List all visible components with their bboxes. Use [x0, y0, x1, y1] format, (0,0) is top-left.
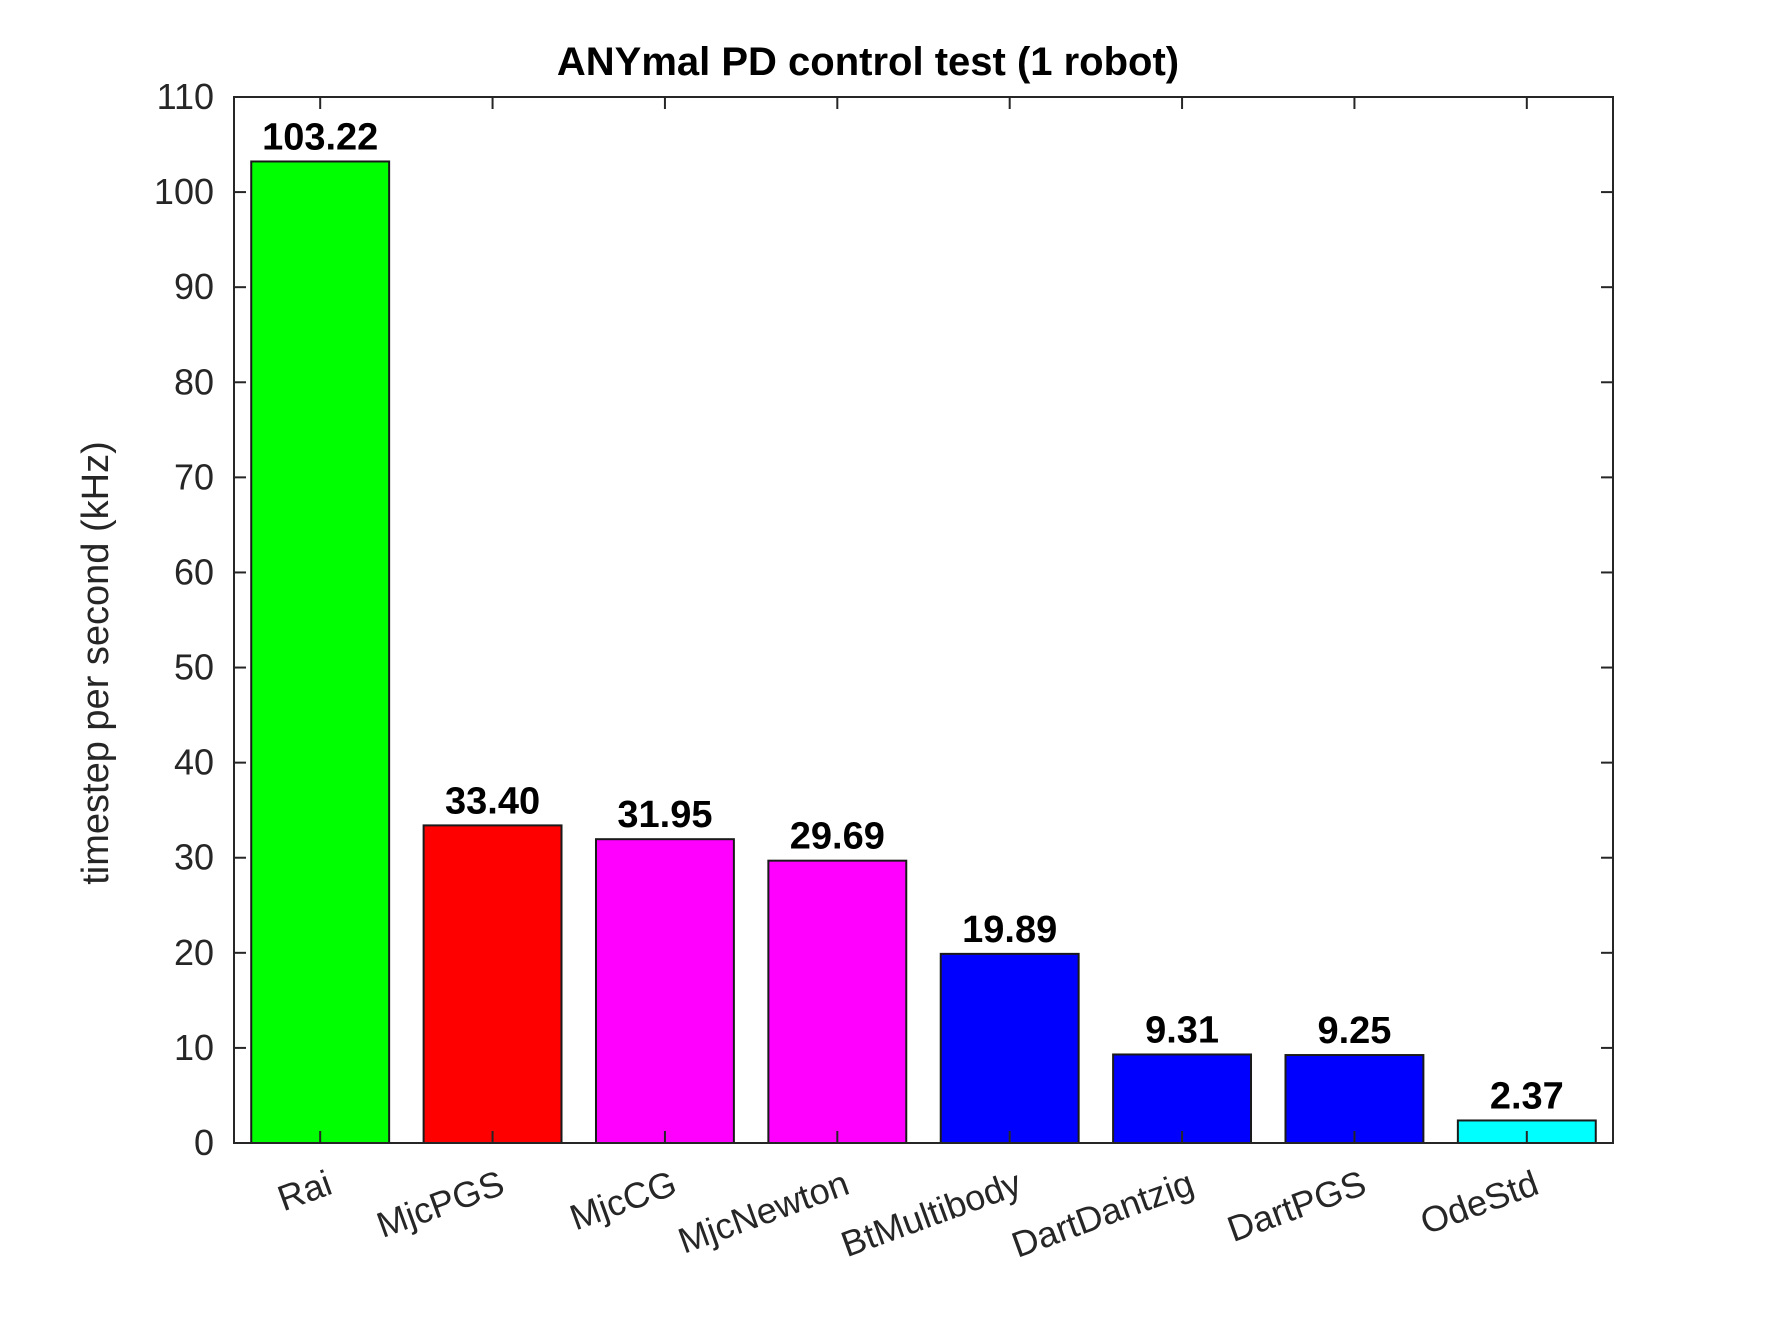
y-tick-label: 10 — [174, 1027, 214, 1068]
data-label-dartdantzig: 9.31 — [1145, 1009, 1219, 1051]
data-label-btmultibody: 19.89 — [962, 909, 1057, 951]
bar-dartpgs — [1284, 1054, 1425, 1144]
y-axis-label: timestep per second (kHz) — [75, 441, 117, 885]
bar-btmultibody — [939, 952, 1080, 1145]
data-label-odestd: 2.37 — [1490, 1075, 1564, 1117]
y-tick-label: 40 — [174, 742, 214, 783]
bar-mjcpgs — [422, 824, 563, 1144]
y-tick-label: 60 — [174, 551, 214, 592]
y-tick-label: 30 — [174, 837, 214, 878]
bar-mjccg — [594, 838, 735, 1145]
chart-title: ANYmal PD control test (1 robot) — [557, 40, 1179, 84]
y-tick-label: 100 — [154, 171, 214, 212]
bar-dartdantzig — [1112, 1053, 1253, 1144]
data-label-dartpgs: 9.25 — [1317, 1010, 1391, 1052]
bar-rai — [250, 160, 391, 1145]
data-label-mjcpgs: 33.40 — [445, 780, 540, 822]
plot-frame — [233, 96, 1614, 1144]
bar-mjcnewton — [767, 859, 908, 1145]
x-tick-label-odestd: OdeStd — [1415, 1162, 1544, 1242]
data-labels-group: 103.22 33.40 31.95 29.69 19.89 9.31 9.25 2.37 — [262, 116, 1564, 1117]
x-tick-label-mjcpgs: MjcPGS — [371, 1162, 509, 1246]
x-tick-label-rai: Rai — [272, 1162, 337, 1219]
y-tick-label: 80 — [174, 361, 214, 402]
bars-group — [250, 160, 1597, 1145]
y-tick-label: 110 — [157, 76, 214, 117]
x-tick-label-dartpgs: DartPGS — [1222, 1162, 1371, 1250]
data-label-rai: 103.22 — [262, 116, 378, 158]
y-tick-label: 0 — [194, 1122, 214, 1163]
data-label-mjccg: 31.95 — [617, 794, 712, 836]
x-tick-label-dartdantzig: DartDantzig — [1006, 1162, 1199, 1266]
y-tick-label: 70 — [174, 456, 214, 497]
x-tick-label-btmultibody: BtMultibody — [836, 1162, 1027, 1265]
y-tick-label: 90 — [174, 266, 214, 307]
data-label-mjcnewton: 29.69 — [790, 816, 885, 858]
x-tick-labels-group: Rai MjcPGS MjcCGMjcNewtonBtMultibodyDartDa… — [272, 1162, 1543, 1266]
x-tick-label-mjcnewton: MjcNewton — [673, 1162, 854, 1261]
y-tick-label: 20 — [174, 932, 214, 973]
x-tick-label-mjccg: MjcCG — [564, 1162, 681, 1238]
y-tick-label: 50 — [174, 647, 214, 688]
y-tick-labels-group: 0 10 20 30 40 50 60 70 80 90 100 110 — [154, 76, 214, 1163]
